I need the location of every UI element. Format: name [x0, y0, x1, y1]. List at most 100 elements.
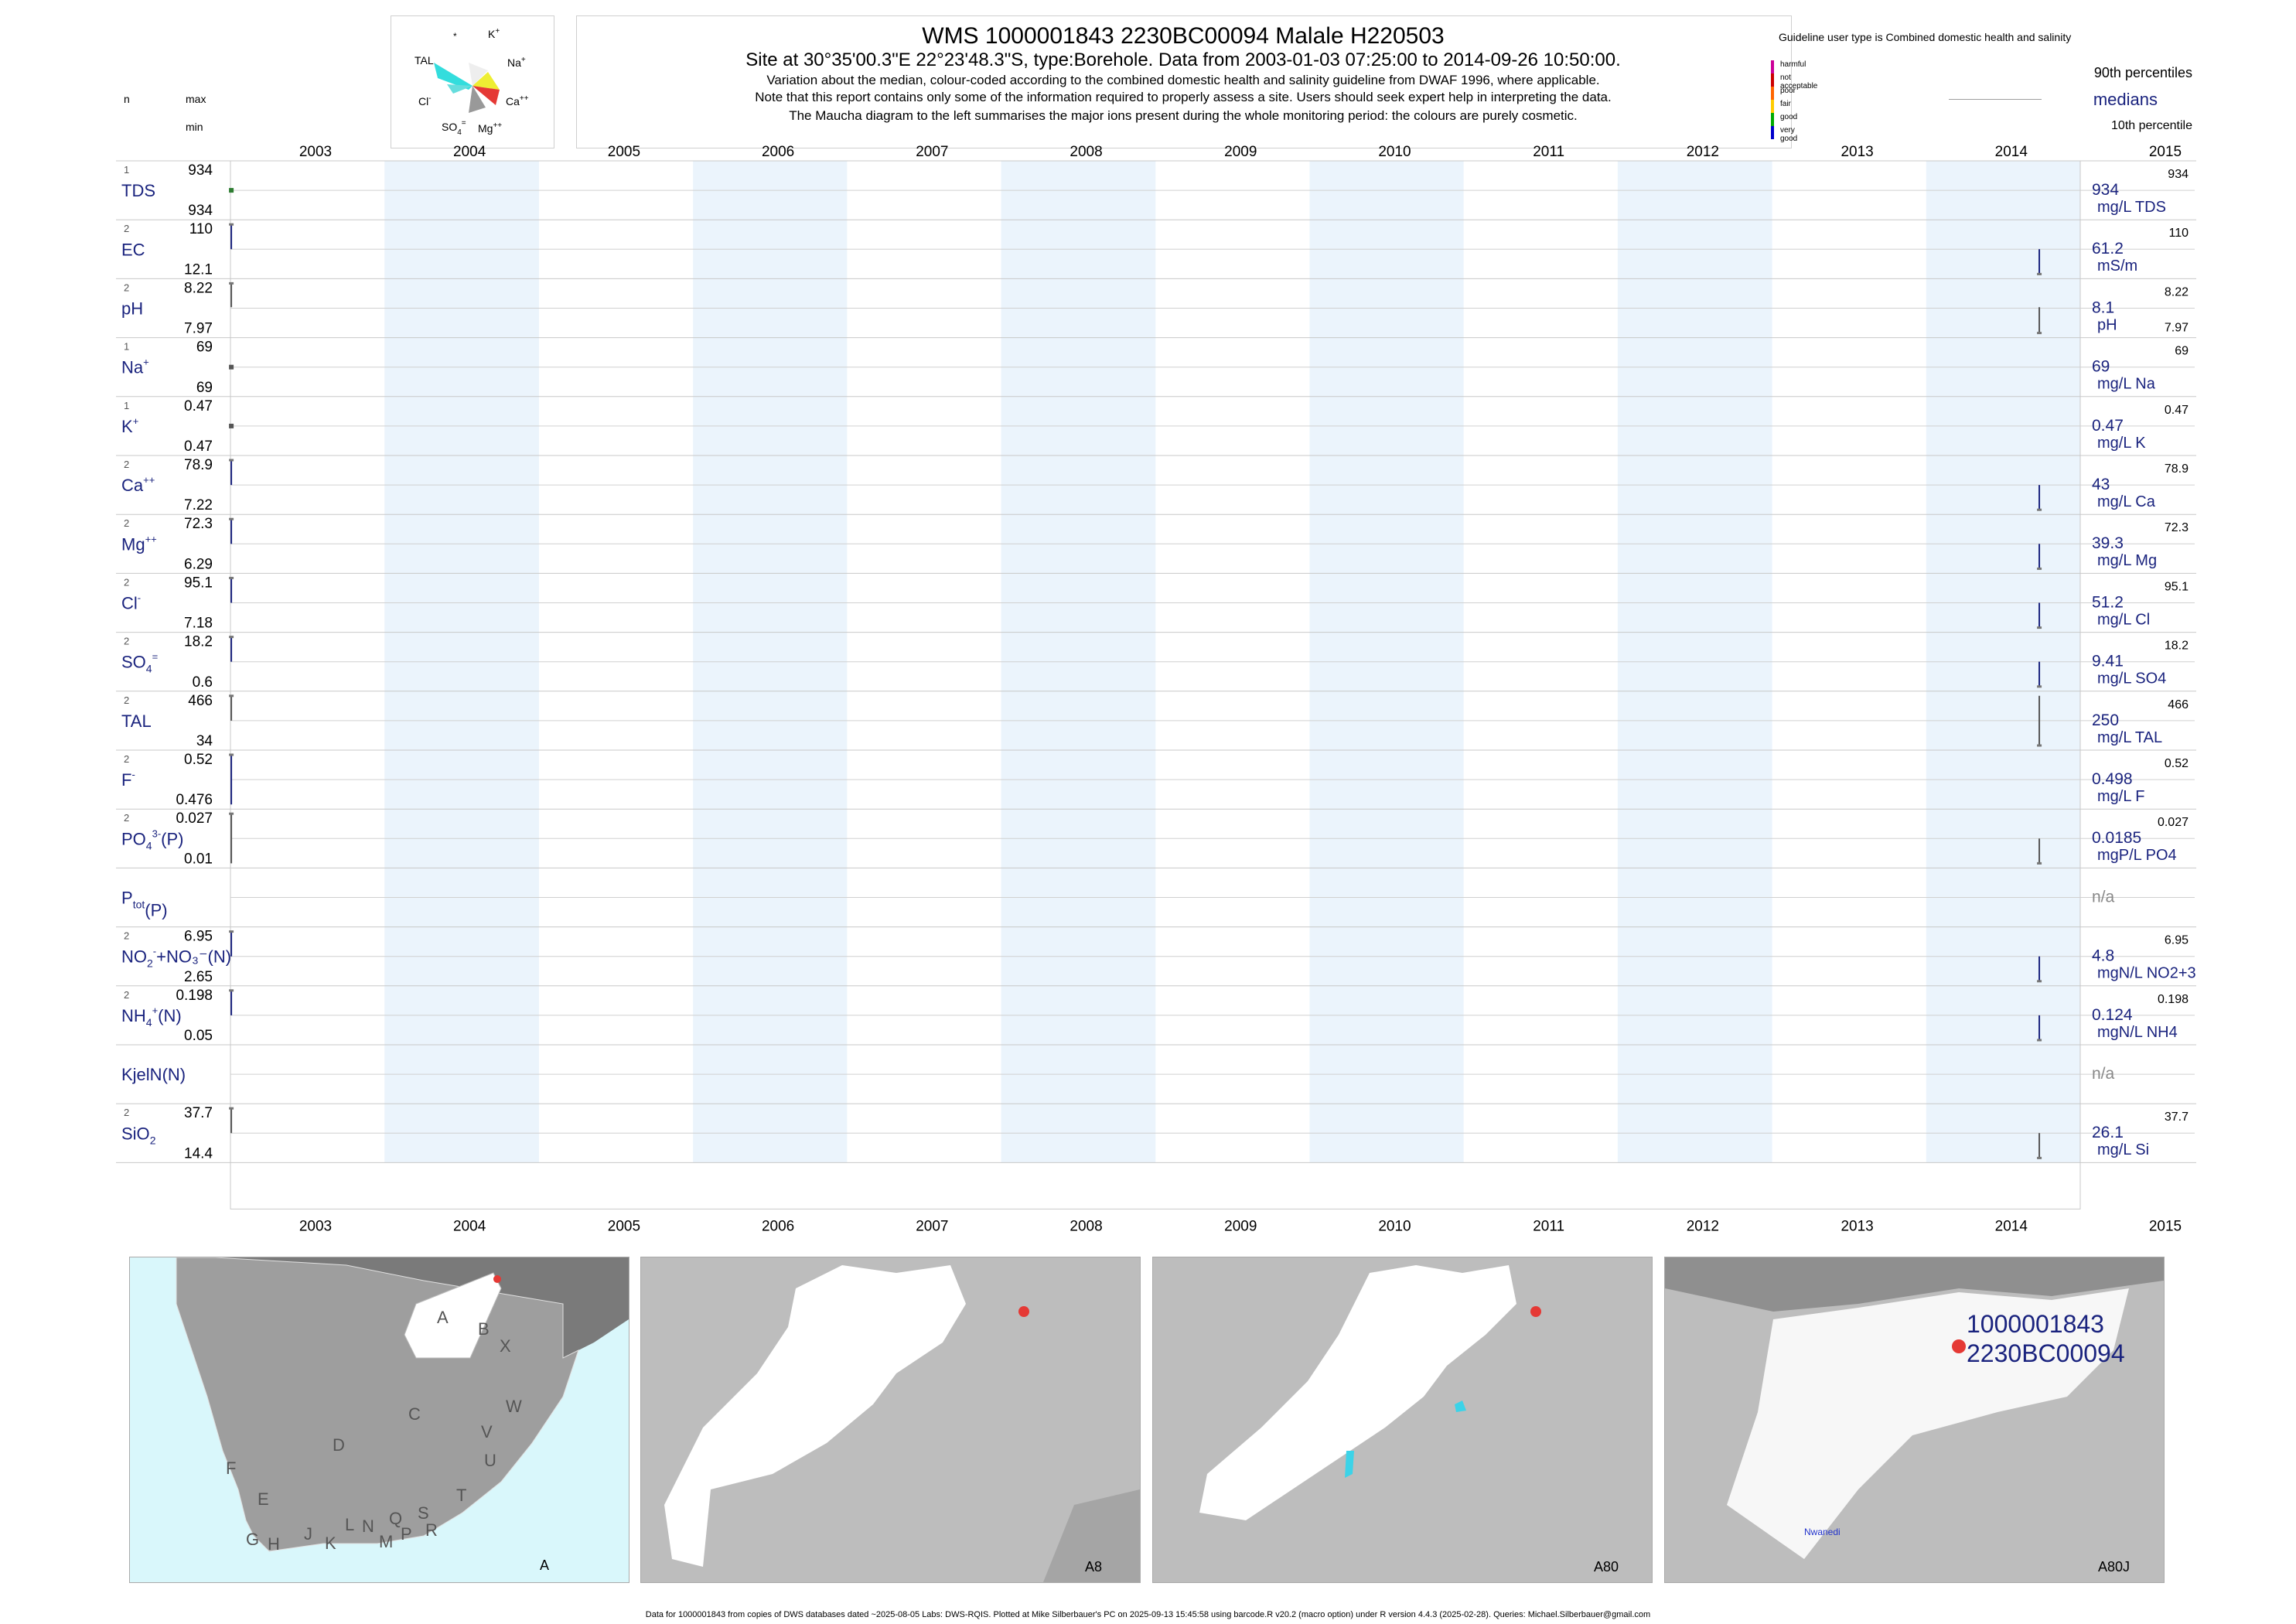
- row-16-range-max: 37.7: [2165, 1111, 2189, 1124]
- x-tick-label-bottom: 2006: [762, 1218, 794, 1234]
- row-15-label: KjelN(N): [121, 1065, 186, 1084]
- row-1-unit: mS/m: [2097, 258, 2137, 275]
- map-a8-site-dot: [1018, 1306, 1029, 1317]
- row-9-max: 466: [188, 693, 213, 709]
- map-a-site-dot: [493, 1275, 501, 1283]
- map-a80-dam-1: [1345, 1451, 1354, 1478]
- row-4-median: 0.47: [2092, 417, 2124, 435]
- row-14-n: 2: [124, 989, 129, 1001]
- row-14-label: NH4+(N): [121, 1005, 182, 1029]
- map-a-region-n: N: [362, 1517, 374, 1536]
- row-11-min: 0.01: [184, 851, 213, 867]
- x-tick-label-top: 2013: [1841, 144, 1873, 160]
- x-tick-label-bottom: 2007: [916, 1218, 948, 1234]
- row-10-median: 0.498: [2092, 770, 2133, 788]
- map-a-region-w: W: [506, 1397, 522, 1416]
- row-14-median: 0.124: [2092, 1006, 2133, 1024]
- map-a8: A8: [640, 1257, 1141, 1583]
- row-13-median: 4.8: [2092, 947, 2114, 965]
- note-disclaimer: Note that this report contains only some…: [755, 90, 1612, 104]
- map-a-region-d: D: [333, 1435, 345, 1455]
- row-14-max: 0.198: [176, 988, 213, 1004]
- x-tick-label-bottom: 2008: [1070, 1218, 1102, 1234]
- x-tick-label-top: 2015: [2149, 144, 2182, 160]
- map-a80-dam-2: [1455, 1401, 1466, 1412]
- map-a-region-k: K: [325, 1534, 336, 1553]
- row-4-unit: mg/L K: [2097, 435, 2146, 452]
- row-9-range-max: 466: [2168, 698, 2189, 711]
- row-1-min: 12.1: [184, 261, 213, 278]
- x-tick-label-top: 2003: [299, 144, 332, 160]
- legend-class-label: fair: [1780, 100, 1791, 108]
- row-6-max: 72.3: [184, 516, 213, 532]
- map-a80j-site-id: 1000001843: [1967, 1310, 2104, 1338]
- row-5-n: 2: [124, 459, 129, 470]
- row-7-label: Cl-: [121, 592, 141, 613]
- maucha-cl-sector: [447, 84, 473, 94]
- row-2-label: pH: [121, 299, 143, 319]
- legend-class-label: good: [1780, 113, 1798, 121]
- row-13-range-max: 6.95: [2165, 934, 2189, 947]
- legend-swatch: [1771, 60, 1774, 73]
- legend-class-label: harmful: [1780, 60, 1806, 69]
- map-a-region-a: A: [437, 1308, 449, 1327]
- x-tick-label-top: 2012: [1687, 144, 1719, 160]
- legend-class-label: poor: [1780, 87, 1796, 95]
- maucha-so4-label: SO4=: [442, 119, 466, 137]
- x-tick-label-bottom: 2005: [608, 1218, 640, 1234]
- footer-credits: Data for 1000001843 from copies of DWS d…: [645, 1610, 1651, 1619]
- maucha-diagram-box: * K+ TAL Na+ Cl- Ca++ SO4= Mg++: [391, 15, 554, 148]
- row-10-label: F-: [121, 769, 135, 790]
- row-13-unit: mgN/L NO2+3: [2097, 965, 2196, 982]
- row-16-median: 26.1: [2092, 1124, 2124, 1141]
- map-a80j-site-code: 2230BC00094: [1967, 1339, 2125, 1367]
- row-7-n: 2: [124, 576, 129, 588]
- row-9-unit: mg/L TAL: [2097, 729, 2162, 746]
- maucha-ca-label: Ca++: [506, 94, 529, 107]
- map-a-region-c: C: [408, 1404, 421, 1424]
- x-tick-label-bottom: 2013: [1841, 1218, 1873, 1234]
- map-a-region-r: R: [425, 1520, 438, 1540]
- row-2-min: 7.97: [184, 321, 213, 337]
- page-subtitle: Site at 30°35'00.3"E 22°23'48.3"S, type:…: [745, 49, 1621, 70]
- maucha-na-label: Na+: [507, 56, 526, 69]
- map-a80j: 1000001843 2230BC00094 Nwanedi A80J: [1664, 1257, 2165, 1583]
- legend-medians: medians: [2093, 90, 2158, 109]
- maucha-diagram: * K+ TAL Na+ Cl- Ca++ SO4= Mg++: [415, 27, 529, 137]
- row-10-unit: mg/L F: [2097, 788, 2145, 805]
- row-14-range-max: 0.198: [2158, 993, 2189, 1006]
- map-a80j-label: A80J: [2098, 1559, 2131, 1575]
- map-a-region-j: J: [304, 1524, 312, 1544]
- row-9-min: 34: [196, 733, 213, 749]
- row-7-unit: mg/L Cl: [2097, 611, 2150, 628]
- legend-swatch: [1771, 100, 1774, 113]
- row-1-label: EC: [121, 240, 145, 259]
- row-6-min: 6.29: [184, 556, 213, 572]
- map-a-region-l: L: [345, 1515, 355, 1534]
- x-tick-label-bottom: 2012: [1687, 1218, 1719, 1234]
- legend-swatch: [1771, 113, 1774, 126]
- row-11-n: 2: [124, 812, 129, 824]
- row-3-max: 69: [196, 339, 213, 356]
- legend: Guideline user type is Combined domestic…: [1771, 28, 2204, 152]
- x-tick-label-bottom: 2011: [1533, 1218, 1564, 1234]
- row-5-label: Ca++: [121, 474, 155, 495]
- row-12-label: Ptot(P): [121, 889, 168, 920]
- row-13-max: 6.95: [184, 929, 213, 945]
- note-maucha: The Maucha diagram to the left summarise…: [789, 108, 1578, 123]
- map-a-region-m: M: [379, 1532, 394, 1551]
- row-10-n: 2: [124, 753, 129, 765]
- column-header-n: n: [124, 93, 130, 105]
- row-14-unit: mgN/L NH4: [2097, 1024, 2178, 1041]
- row-8-label: SO4=: [121, 651, 158, 675]
- x-tick-label-bottom: 2003: [299, 1218, 332, 1234]
- row-14-min: 0.05: [184, 1028, 213, 1044]
- map-a-region-u: U: [484, 1451, 496, 1470]
- row-2-range-max: 8.22: [2165, 285, 2189, 299]
- map-a-region-h: H: [268, 1534, 280, 1554]
- row-1-range-max: 110: [2168, 227, 2189, 240]
- row-8-min: 0.6: [193, 674, 213, 691]
- row-2-median: 8.1: [2092, 299, 2114, 316]
- x-tick-label-top: 2008: [1070, 144, 1102, 160]
- x-tick-label-top: 2007: [916, 144, 948, 160]
